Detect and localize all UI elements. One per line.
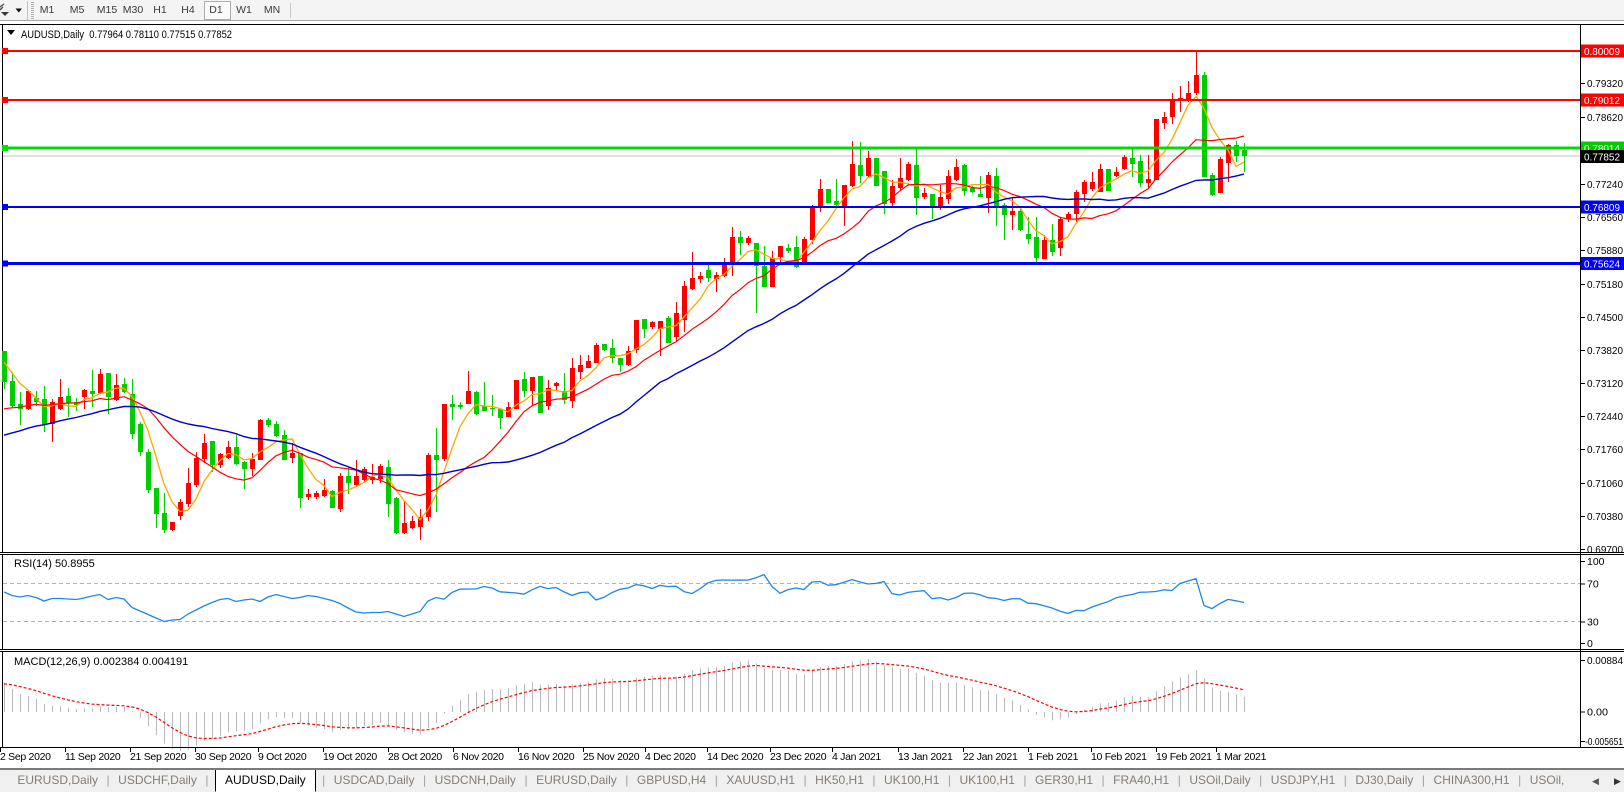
svg-text:1 Feb 2021: 1 Feb 2021 [1028, 751, 1079, 763]
svg-text:22 Jan 2021: 22 Jan 2021 [963, 751, 1018, 763]
svg-text:30 Sep 2020: 30 Sep 2020 [195, 751, 252, 763]
svg-text:100: 100 [1587, 556, 1605, 568]
svg-text:-0.005651: -0.005651 [1585, 736, 1623, 748]
svg-text:0.74500: 0.74500 [1587, 312, 1623, 324]
svg-text:0.71060: 0.71060 [1587, 478, 1623, 490]
svg-text:2 Sep 2020: 2 Sep 2020 [0, 751, 51, 763]
svg-text:30: 30 [1587, 617, 1599, 629]
svg-text:28 Oct 2020: 28 Oct 2020 [388, 751, 442, 763]
svg-text:1 Mar 2021: 1 Mar 2021 [1216, 751, 1267, 763]
svg-text:4 Dec 2020: 4 Dec 2020 [645, 751, 696, 763]
svg-text:AUDUSD,Daily 0.77964 0.78110: AUDUSD,Daily 0.77964 0.78110 0.77515 0.7… [21, 29, 232, 41]
svg-text:0.76560: 0.76560 [1587, 212, 1623, 224]
svg-text:19 Oct 2020: 19 Oct 2020 [323, 751, 377, 763]
svg-text:11 Sep 2020: 11 Sep 2020 [65, 751, 121, 763]
svg-text:14 Dec 2020: 14 Dec 2020 [707, 751, 764, 763]
svg-text:19 Feb 2021: 19 Feb 2021 [1156, 751, 1212, 763]
svg-text:0.80009: 0.80009 [1584, 46, 1620, 58]
svg-text:0.78620: 0.78620 [1587, 112, 1623, 124]
svg-text:0.79320: 0.79320 [1587, 78, 1623, 90]
svg-text:0.75880: 0.75880 [1587, 245, 1623, 257]
svg-text:0.00884: 0.00884 [1587, 655, 1623, 667]
svg-text:MACD(12,26,9) 0.002384 0.00419: MACD(12,26,9) 0.002384 0.004191 [14, 656, 188, 668]
svg-text:0.73820: 0.73820 [1587, 345, 1623, 357]
svg-text:0.71760: 0.71760 [1587, 444, 1623, 456]
svg-text:0.00: 0.00 [1587, 707, 1608, 719]
svg-text:16 Nov 2020: 16 Nov 2020 [518, 751, 575, 763]
svg-text:25 Nov 2020: 25 Nov 2020 [583, 751, 640, 763]
svg-text:0.77852: 0.77852 [1584, 152, 1620, 164]
svg-text:0.73120: 0.73120 [1587, 378, 1623, 390]
svg-text:0.75180: 0.75180 [1587, 279, 1623, 291]
svg-text:0.79012: 0.79012 [1584, 95, 1620, 107]
svg-text:6 Nov 2020: 6 Nov 2020 [453, 751, 504, 763]
svg-text:0.76809: 0.76809 [1584, 202, 1620, 214]
svg-text:70: 70 [1587, 579, 1599, 591]
svg-text:0: 0 [1587, 638, 1593, 650]
svg-text:10 Feb 2021: 10 Feb 2021 [1091, 751, 1147, 763]
svg-text:0.72440: 0.72440 [1587, 411, 1623, 423]
svg-text:21 Sep 2020: 21 Sep 2020 [130, 751, 187, 763]
svg-text:13 Jan 2021: 13 Jan 2021 [898, 751, 953, 763]
svg-text:0.75624: 0.75624 [1584, 259, 1620, 271]
svg-text:0.77240: 0.77240 [1587, 179, 1623, 191]
svg-text:RSI(14) 50.8955: RSI(14) 50.8955 [14, 558, 95, 570]
svg-text:4 Jan 2021: 4 Jan 2021 [832, 751, 881, 763]
svg-text:23 Dec 2020: 23 Dec 2020 [770, 751, 827, 763]
svg-text:9 Oct 2020: 9 Oct 2020 [258, 751, 307, 763]
svg-text:0.70380: 0.70380 [1587, 511, 1623, 523]
